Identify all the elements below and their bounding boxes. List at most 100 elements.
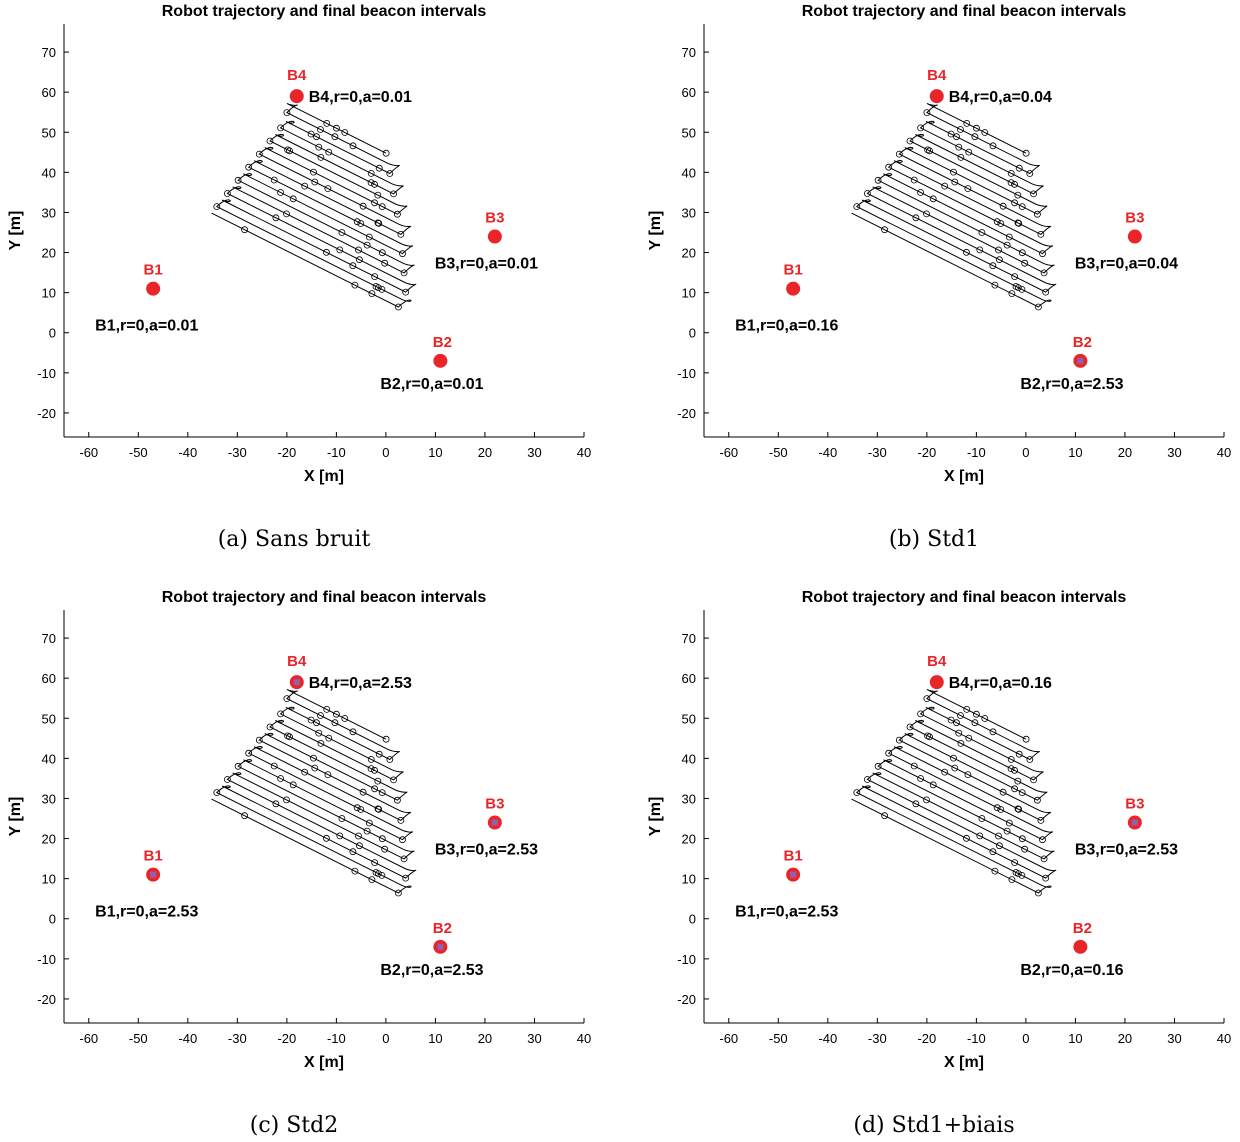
y-tick-label: 30: [42, 205, 56, 220]
trajectory-marker: [1012, 869, 1020, 876]
x-tick-label: 30: [527, 445, 541, 460]
trajectory-marker: [397, 817, 405, 824]
trajectory-marker: [1011, 766, 1018, 774]
y-tick-label: -10: [677, 952, 696, 967]
trajectory-marker: [367, 179, 375, 187]
x-tick-label: 40: [1217, 1031, 1231, 1046]
trajectory-marker: [393, 210, 401, 218]
beacon-interval-box: [491, 819, 498, 826]
trajectory-marker: [402, 874, 410, 882]
trajectory-marker: [991, 867, 999, 875]
trajectory-marker: [853, 789, 861, 796]
beacon-name-label: B1: [144, 848, 163, 865]
chart-title: Robot trajectory and final beacon interv…: [162, 3, 487, 20]
trajectory-marker: [947, 130, 955, 138]
trajectory-marker: [874, 762, 882, 770]
trajectory-marker: [372, 283, 380, 290]
trajectory-marker: [375, 164, 383, 172]
trajectory-marker: [951, 178, 959, 186]
robot-trajectory: [851, 102, 1057, 308]
x-tick-label: -20: [277, 445, 296, 460]
trajectory-marker: [355, 256, 363, 264]
trajectory-marker: [323, 706, 331, 713]
trajectory-marker: [322, 248, 330, 256]
trajectory-marker: [365, 233, 373, 241]
x-tick-label: 10: [428, 445, 442, 460]
trajectory-marker: [895, 150, 903, 158]
trajectory-marker: [382, 149, 390, 157]
trajectory-marker: [399, 250, 406, 258]
trajectory-marker: [381, 259, 389, 267]
x-tick-label: 20: [478, 445, 492, 460]
trajectory-marker: [394, 889, 402, 897]
trajectory-marker: [989, 848, 997, 856]
trajectory-marker: [1037, 230, 1045, 238]
y-tick-label: 60: [42, 85, 56, 100]
beacon-info-label: B4,r=0,a=0.04: [949, 89, 1052, 106]
beacon-name-label: B1: [144, 262, 163, 279]
trajectory-marker: [989, 728, 997, 736]
trajectory-marker: [1003, 827, 1011, 835]
x-tick-label: 0: [1022, 445, 1029, 460]
trajectory-marker: [277, 124, 285, 132]
trajectory-marker: [255, 150, 263, 158]
trajectory-marker: [307, 716, 315, 724]
x-tick-label: -20: [917, 1031, 936, 1046]
trajectory-marker: [241, 812, 249, 820]
trajectory-marker: [368, 290, 376, 298]
trajectory-marker: [286, 733, 293, 741]
trajectory-marker: [912, 214, 920, 222]
trajectory-marker: [341, 715, 349, 722]
beacon-marker: [146, 281, 161, 296]
chart-panel: Robot trajectory and final beacon interv…: [647, 589, 1231, 1138]
beacon-name-label: B3: [1125, 796, 1144, 813]
trajectory-marker: [363, 241, 371, 249]
trajectory-marker: [955, 143, 963, 151]
y-tick-label: 50: [682, 125, 696, 140]
trajectory-marker: [371, 766, 378, 774]
beacon-info-label: B3,r=0,a=2.53: [435, 842, 538, 859]
trajectory-marker: [1005, 233, 1013, 241]
trajectory-marker: [1030, 776, 1037, 784]
trajectory-marker: [963, 248, 970, 256]
trajectory-marker: [375, 750, 383, 758]
x-tick-label: 30: [1167, 1031, 1181, 1046]
trajectory-marker: [1021, 845, 1029, 853]
trajectory-marker: [310, 168, 317, 176]
trajectory-marker: [390, 776, 398, 784]
trajectory-marker: [957, 712, 964, 719]
x-tick-label: 30: [527, 1031, 541, 1046]
x-tick-label: -20: [277, 1031, 296, 1046]
trajectory-marker: [1040, 855, 1048, 863]
beacon-name-label: B4: [287, 653, 307, 670]
beacon-name-label: B3: [485, 210, 504, 227]
trajectory-marker: [381, 845, 389, 853]
beacon-interval-box: [150, 871, 157, 878]
trajectory-marker: [270, 176, 278, 184]
trajectory-marker: [1040, 269, 1048, 277]
trajectory-marker: [353, 804, 361, 812]
x-axis-label: X [m]: [944, 468, 984, 485]
x-tick-label: -40: [818, 1031, 837, 1046]
trajectory-marker: [1011, 180, 1018, 188]
subfigure-caption: (b) Std1: [889, 527, 979, 552]
trajectory-marker: [963, 834, 970, 842]
trajectory-marker: [402, 288, 410, 296]
trajectory-marker: [324, 771, 332, 778]
trajectory-marker: [272, 800, 280, 808]
trajectory-marker: [981, 715, 989, 722]
y-tick-label: 50: [682, 711, 696, 726]
x-tick-label: 20: [478, 1031, 492, 1046]
beacon-info-label: B2,r=0,a=0.01: [380, 376, 483, 393]
trajectory-marker: [923, 109, 931, 116]
trajectory-marker: [375, 219, 383, 227]
beacon-interval-box: [790, 871, 797, 878]
trajectory-marker: [325, 734, 333, 742]
x-tick-label: -10: [967, 1031, 986, 1046]
trajectory-marker: [906, 723, 914, 731]
trajectory-marker: [1007, 169, 1015, 177]
beacon-marker: [929, 89, 944, 104]
x-tick-label: -50: [129, 445, 148, 460]
beacon-marker: [786, 281, 801, 296]
trajectory-marker: [976, 246, 984, 254]
